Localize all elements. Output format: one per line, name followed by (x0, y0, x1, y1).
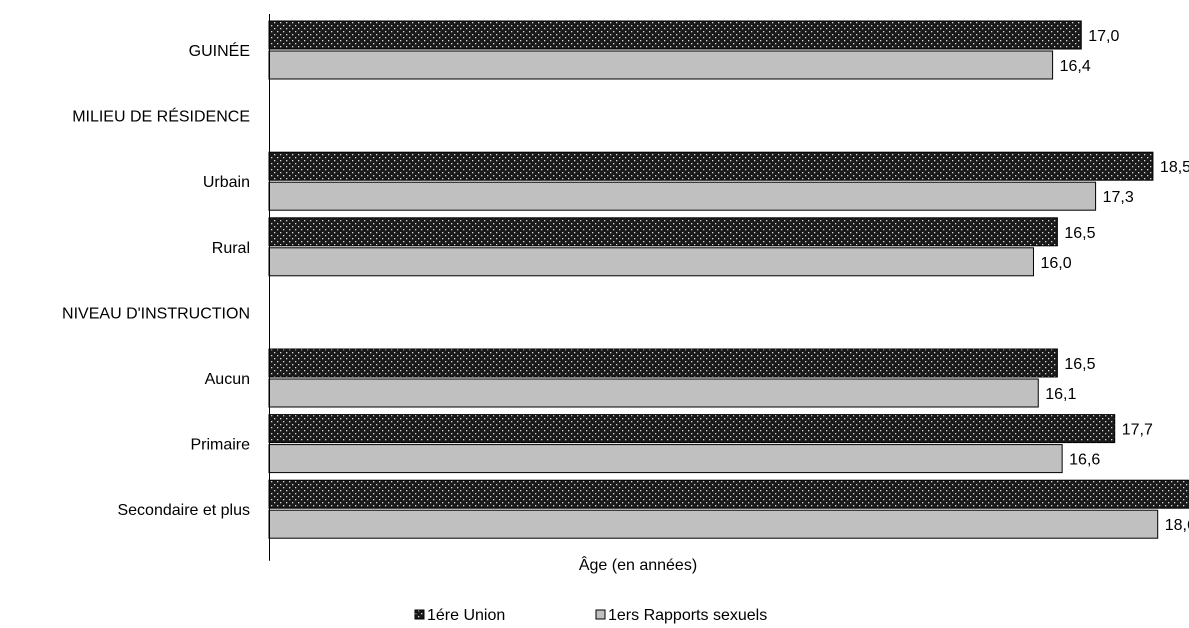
bar (268, 414, 1116, 444)
data-label: 16,4 (1060, 58, 1091, 75)
value-labels: 17,0 16,4 18,5 17,3 16,5 16,0 16,5 16,1 17,7 16,6… (1040, 28, 1189, 534)
bar (268, 181, 1097, 211)
category-label: NIVEAU D'INSTRUCTION (62, 305, 250, 322)
data-label: 16,5 (1064, 225, 1095, 242)
data-label: 17,3 (1103, 189, 1134, 206)
bar (268, 479, 1189, 509)
data-label: 18,5 (1160, 159, 1189, 176)
category-label: Urbain (203, 174, 250, 191)
data-label: 16,6 (1069, 452, 1100, 469)
legend: 1ére Union 1ers Rapports sexuels (414, 607, 767, 624)
data-label: 18,6 (1165, 517, 1189, 534)
data-label: 16,5 (1064, 356, 1095, 373)
category-label: Rural (212, 240, 250, 257)
bar (268, 20, 1082, 50)
category-label: GUINÉE (189, 41, 250, 60)
data-label: 17,0 (1088, 28, 1119, 45)
x-axis-title: Âge (en années) (579, 555, 697, 574)
data-label: 16,1 (1045, 386, 1076, 403)
category-label: MILIEU DE RÉSIDENCE (72, 107, 250, 126)
data-label: 16,0 (1040, 255, 1071, 272)
bar (268, 348, 1058, 378)
legend-swatch (414, 609, 425, 620)
bar (268, 444, 1063, 474)
legend-swatch (595, 609, 606, 620)
category-label: Aucun (205, 371, 250, 388)
legend-label: 1ére Union (427, 607, 505, 624)
category-label: Secondaire et plus (117, 502, 250, 519)
category-labels: GUINÉE MILIEU DE RÉSIDENCE Urbain Rural NIVE… (62, 41, 250, 519)
bar (268, 378, 1039, 408)
bars-group (268, 20, 1189, 539)
bar (268, 217, 1058, 247)
category-label: Primaire (190, 437, 250, 454)
bar (268, 151, 1154, 181)
bar (268, 509, 1159, 539)
bar (268, 247, 1034, 277)
legend-label: 1ers Rapports sexuels (608, 607, 767, 624)
data-label: 17,7 (1122, 422, 1153, 439)
bar (268, 50, 1054, 80)
